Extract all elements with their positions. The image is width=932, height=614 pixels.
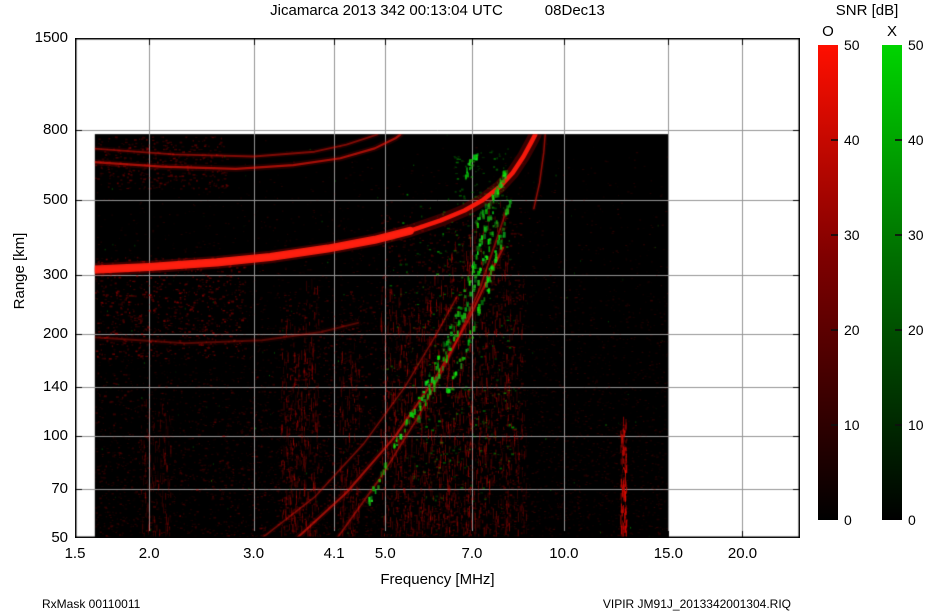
y-tick-label-300: 300	[42, 265, 68, 283]
ionogram-plot-canvas	[75, 38, 800, 538]
colorbar-o-tick-dash	[831, 234, 838, 236]
x-axis-label: Frequency [MHz]	[380, 571, 495, 588]
x-tick-label-15.0: 15.0	[653, 545, 683, 562]
colorbar-o-tick-dash	[831, 139, 838, 141]
colorbar-x-tick-0: 0	[908, 512, 916, 528]
colorbar-x-label: X	[886, 23, 897, 40]
colorbar-x-tick-dash	[895, 139, 902, 141]
x-tick-label-4.1: 4.1	[323, 545, 345, 562]
colorbar-title: SNR [dB]	[835, 2, 899, 19]
chart-title: Jicamarca 2013 342 00:13:04 UTC 08Dec13	[75, 2, 800, 19]
y-tick-label-70: 70	[51, 479, 68, 497]
y-tick-label-100: 100	[42, 427, 68, 445]
colorbar-o-tick-20: 20	[844, 322, 860, 338]
x-tick-label-7.0: 7.0	[461, 545, 483, 562]
colorbar-x	[882, 45, 902, 520]
colorbar-x-tick-10: 10	[908, 417, 924, 433]
colorbar-o-tick-dash	[831, 329, 838, 331]
colorbar-o-tick-0: 0	[844, 512, 852, 528]
data-file-label: VIPIR JM91J_2013342001304.RIQ	[602, 597, 791, 611]
colorbar-o-tick-dash	[831, 424, 838, 426]
x-tick-label-20.0: 20.0	[727, 545, 758, 562]
colorbar-o-tick-50: 50	[844, 37, 860, 53]
colorbar-x-tick-40: 40	[908, 132, 924, 148]
colorbar-o-tick-30: 30	[844, 227, 860, 243]
x-tick-label-2.0: 2.0	[138, 545, 160, 562]
y-tick-label-50: 50	[51, 529, 68, 546]
colorbar-x-tick-50: 50	[908, 37, 924, 53]
colorbar-x-tick-dash	[895, 424, 902, 426]
y-tick-label-500: 500	[42, 190, 68, 208]
colorbar-o-tick-10: 10	[844, 417, 860, 433]
chart-title-text: Jicamarca 2013 342 00:13:04 UTC	[270, 2, 503, 19]
x-tick-label-3.0: 3.0	[243, 545, 265, 562]
colorbar-o-label: O	[822, 23, 834, 40]
x-tick-label-5.0: 5.0	[374, 545, 396, 562]
colorbar-x-tick-dash	[895, 234, 902, 236]
y-tick-label-1500: 1500	[34, 29, 68, 46]
colorbar-o-tick-40: 40	[844, 132, 860, 148]
y-tick-label-140: 140	[42, 377, 68, 395]
x-tick-label-10.0: 10.0	[549, 545, 579, 562]
y-tick-label-200: 200	[42, 325, 68, 343]
rxmask-label: RxMask 00110011	[42, 597, 141, 611]
colorbar-o	[818, 45, 838, 520]
x-tick-label-1.5: 1.5	[64, 545, 86, 562]
colorbar-x-tick-20: 20	[908, 322, 924, 338]
y-tick-label-800: 800	[42, 121, 68, 139]
chart-date: 08Dec13	[544, 2, 605, 19]
colorbar-x-tick-30: 30	[908, 227, 924, 243]
colorbar-x-tick-dash	[895, 329, 902, 331]
